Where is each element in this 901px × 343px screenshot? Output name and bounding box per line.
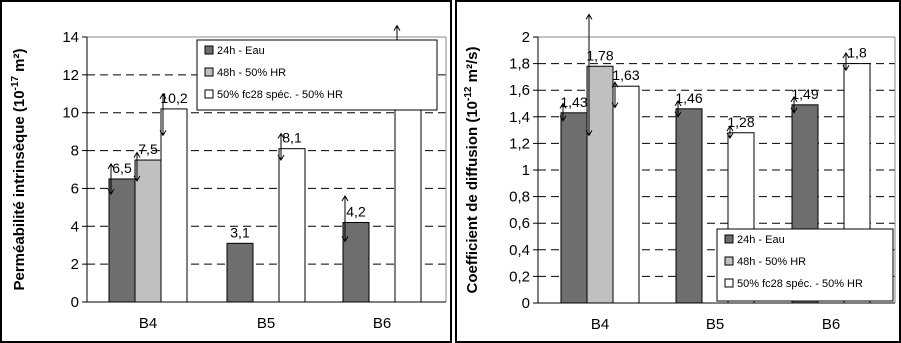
y-tick-label: 10 bbox=[62, 105, 79, 122]
data-label: 1,49 bbox=[791, 86, 818, 102]
legend-swatch bbox=[724, 278, 734, 288]
legend-swatch bbox=[204, 45, 214, 55]
data-label: 1,28 bbox=[727, 114, 754, 130]
x-category-label: B6 bbox=[822, 316, 840, 333]
error-bar-cap-bottom bbox=[159, 130, 167, 137]
error-bar-cap-bottom bbox=[611, 102, 619, 109]
bar-b5-series-1 bbox=[226, 242, 254, 303]
x-category-label: B4 bbox=[591, 316, 609, 333]
error-bar-cap-bottom bbox=[674, 111, 682, 118]
error-bar-cap-bottom bbox=[559, 115, 567, 122]
legend-label: 24h - Eau bbox=[737, 234, 785, 246]
y-tick-label: 12 bbox=[62, 67, 79, 84]
error-bar-cap-top bbox=[726, 125, 734, 132]
diffusion-chart-svg: 0 0,2 0,4 0,6 0,8 1 1,2 1,4 1,6 1,8 2 1,43 1,78 1,63 B… bbox=[463, 13, 896, 333]
data-label: 1,78 bbox=[586, 47, 613, 63]
error-bar-cap-bottom bbox=[790, 107, 798, 114]
legend-label: 50% fc28 spéc. - 50% HR bbox=[737, 278, 863, 290]
error-bar-cap-top bbox=[842, 51, 850, 59]
error-bar-cap-bottom bbox=[277, 154, 285, 162]
legend-label: 24h - Eau bbox=[217, 45, 265, 57]
error-bar-cap-bottom bbox=[341, 236, 349, 243]
y-axis-label: Coefficient de diffusion (10-12 m²/s) bbox=[463, 47, 481, 294]
legend-swatch bbox=[724, 256, 734, 266]
error-bar-cap-top bbox=[159, 92, 167, 100]
bar-b4-series-2 bbox=[586, 65, 614, 304]
y-tick-label: 1,2 bbox=[509, 135, 530, 152]
data-label: 3,1 bbox=[230, 224, 250, 240]
chart-panel-diffusion: 0 0,2 0,4 0,6 0,8 1 1,2 1,4 1,6 1,8 2 1,43 1,78 1,63 B… bbox=[455, 0, 901, 343]
error-bar-cap-top bbox=[341, 195, 349, 202]
bar-b5-series-1 bbox=[675, 108, 703, 304]
y-tick-label: 2 bbox=[71, 256, 79, 273]
error-bar-cap-top bbox=[611, 81, 619, 88]
y-axis-label: Perméabilité intrinsèque (10-17 m²) bbox=[10, 48, 28, 290]
legend-box bbox=[716, 228, 894, 302]
legend-label: 48h - 50% HR bbox=[217, 67, 286, 79]
error-bar-cap-bottom bbox=[585, 130, 593, 137]
bar-b4-series-2 bbox=[134, 159, 162, 303]
x-category-label: B5 bbox=[257, 315, 275, 332]
data-label: 1,43 bbox=[560, 94, 587, 110]
x-category-label: B6 bbox=[373, 315, 391, 332]
y-tick-label: 0 bbox=[522, 295, 530, 312]
y-tick-label: 1,8 bbox=[509, 56, 530, 73]
y-tick-label: 1 bbox=[522, 162, 530, 179]
error-bar-cap-bottom bbox=[726, 132, 734, 140]
y-tick-label: 2 bbox=[522, 29, 530, 46]
x-category-label: B5 bbox=[706, 316, 724, 333]
error-bar-cap-top bbox=[674, 99, 682, 107]
x-category-label: B4 bbox=[139, 315, 157, 332]
data-label: 1,8 bbox=[847, 45, 867, 61]
error-bar-cap-top bbox=[107, 162, 115, 170]
y-tick-label: 0 bbox=[71, 294, 79, 311]
data-label: 1,46 bbox=[675, 90, 702, 106]
y-tick-label: 0,4 bbox=[509, 242, 530, 259]
legend-label: 48h - 50% HR bbox=[737, 256, 806, 268]
bar-b4-series-1 bbox=[560, 112, 588, 304]
permeability-chart-svg: 024681012146,57,510,2B43,18,1B54,212,5B6… bbox=[10, 24, 447, 332]
error-bar-cap-top bbox=[559, 102, 567, 109]
bar-b6-series-1 bbox=[342, 222, 370, 303]
data-label: 6,5 bbox=[112, 160, 132, 176]
bar-b5-series-3 bbox=[278, 148, 306, 303]
error-bar-cap-bottom bbox=[133, 175, 141, 182]
data-label: 4,2 bbox=[346, 204, 366, 220]
legend-swatch bbox=[204, 67, 214, 77]
y-tick-label: 6 bbox=[71, 180, 79, 197]
y-tick-label: 1,4 bbox=[509, 109, 530, 126]
legend-label: 50% fc28 spéc. - 50% HR bbox=[217, 89, 343, 101]
legend-swatch bbox=[204, 89, 214, 99]
bar-b4-series-3 bbox=[612, 85, 640, 304]
error-bar-cap-top bbox=[585, 13, 593, 20]
error-bar-cap-top bbox=[393, 24, 401, 31]
data-label: 7,5 bbox=[138, 141, 158, 157]
chart-panel-permeability: 024681012146,57,510,2B43,18,1B54,212,5B6… bbox=[0, 0, 452, 343]
data-label: 10,2 bbox=[160, 90, 187, 106]
error-bar-cap-bottom bbox=[107, 188, 115, 196]
error-bar-cap-top bbox=[133, 151, 141, 158]
data-label: 1,63 bbox=[612, 67, 639, 83]
bar-b4-series-1 bbox=[108, 178, 136, 303]
y-tick-label: 14 bbox=[62, 29, 79, 46]
y-tick-label: 1,6 bbox=[509, 82, 530, 99]
error-bar-cap-top bbox=[277, 132, 285, 139]
y-tick-label: 0,2 bbox=[509, 268, 530, 285]
error-bar-cap-bottom bbox=[842, 64, 850, 72]
data-label: 8,1 bbox=[282, 130, 302, 146]
bar-b4-series-3 bbox=[160, 108, 188, 303]
y-tick-label: 4 bbox=[71, 218, 79, 235]
y-tick-label: 0,6 bbox=[509, 215, 530, 232]
y-tick-label: 8 bbox=[71, 143, 79, 160]
error-bar-cap-top bbox=[790, 95, 798, 103]
y-tick-label: 0,8 bbox=[509, 189, 530, 206]
legend-box bbox=[196, 39, 438, 111]
legend-swatch bbox=[724, 234, 734, 244]
